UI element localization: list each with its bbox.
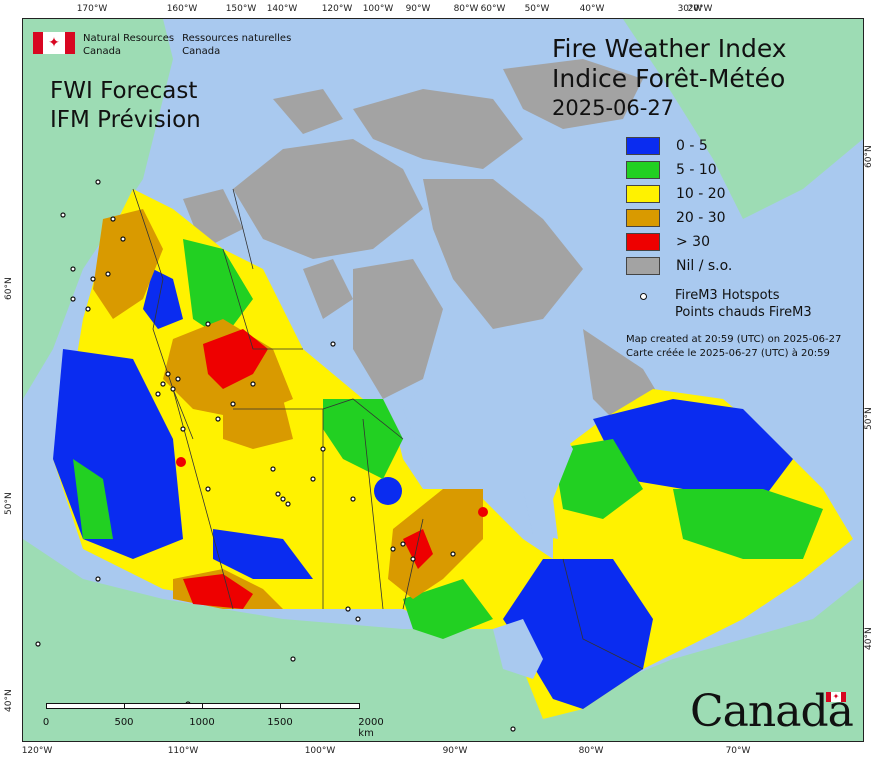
graticule-label: 120°W [21,746,53,756]
legend-swatch [626,257,660,275]
legend-item: > 30 [626,230,732,254]
graticule-label: 110°W [167,746,199,756]
legend-label: 20 - 30 [676,210,726,226]
graticule-label: 120°W [321,4,353,14]
graticule-label: 30°W [677,4,703,14]
scale-segment [46,703,126,709]
hotspot-label-en: FireM3 Hotspots [675,288,780,303]
graticule-label: 90°W [442,746,468,756]
legend-label: Nil / s.o. [676,258,733,274]
graticule-label: 60°N [4,277,14,300]
scale-label: 1000 [189,717,215,728]
legend-item: Nil / s.o. [626,254,732,278]
legend-swatch [626,209,660,227]
scale-label: 0 [42,717,50,728]
scale-label: 1500 [267,717,293,728]
graticule-label: 80°W [453,4,479,14]
creation-note: Map created at 20:59 (UTC) on 2025-06-27… [626,333,841,361]
fwi-zones [53,209,823,709]
legend-swatch [626,185,660,203]
alaska-land [23,19,173,399]
legend-item: 10 - 20 [626,182,732,206]
legend-label: 5 - 10 [676,162,717,178]
agency-en-line1: Natural Resources [83,33,175,44]
hotspot-marker-icon [640,293,647,300]
hotspots [35,179,516,732]
map-date: 2025-06-27 [552,96,675,120]
legend-swatch [626,161,660,179]
title-en: Fire Weather Index [552,34,787,63]
legend-item: 5 - 10 [626,158,732,182]
graticule-label: 50°N [4,492,14,515]
graticule-label: 60°N [864,145,874,168]
legend-label: 0 - 5 [676,138,708,154]
graticule-label: 40°N [864,627,874,650]
graticule-label: 50°N [864,407,874,430]
canada-flag-icon: ✦ [33,32,75,54]
title-fr: Indice Forêt-Météo [552,64,786,93]
us-land [23,539,863,741]
graticule-label: 170°W [76,4,108,14]
scale-label: 500 [114,717,134,728]
graticule-label: 100°W [362,4,394,14]
graticule-label: 50°W [524,4,550,14]
legend-item: 0 - 5 [626,134,732,158]
scale-segment [202,703,282,709]
graticule-label: 150°W [225,4,257,14]
legend-label: 10 - 20 [676,186,726,202]
graticule-label: 80°W [578,746,604,756]
scale-segment [124,703,204,709]
graticule-label: 70°W [725,746,751,756]
agency-fr-line2: Canada [182,46,221,57]
map-canvas [23,19,863,741]
scale-segment [280,703,360,709]
legend-swatch [626,233,660,251]
greenland-land [623,19,863,219]
graticule-label: 140°W [266,4,298,14]
legend: 0 - 5 5 - 10 10 - 20 20 - 30 > 30 Nil / s.o. [626,134,732,278]
graticule-label: 20°W [687,4,713,14]
legend-label: > 30 [676,234,710,250]
scale-label: 2000 km [358,717,384,739]
map-title: Fire Weather Index Indice Forêt-Météo [552,34,787,94]
hudson-bay [403,349,573,499]
graticule-label: 40°W [579,4,605,14]
graticule-label: 160°W [166,4,198,14]
wordmark-flag-icon: ✦ [826,692,846,702]
boundaries [132,188,644,670]
hotspot-label-fr: Points chauds FireM3 [675,305,812,320]
agency-fr-line1: Ressources naturelles [182,33,292,44]
james-bay [523,489,558,539]
legend-item: 20 - 30 [626,206,732,230]
agency-en-line2: Canada [83,46,122,57]
graticule-label: 40°N [4,689,14,712]
forecast-label-en: FWI Forecast [50,78,198,104]
graticule-label: 90°W [405,4,431,14]
graticule-label: 100°W [304,746,336,756]
nrcan-signature: ✦ Natural Resources Canada Ressources na… [33,32,291,58]
fwi-map [22,18,864,742]
forecast-label: FWI Forecast IFM Prévision [50,77,201,135]
created-en: Map created at 20:59 (UTC) on 2025-06-27 [626,334,842,345]
great-lakes [493,619,543,679]
legend-swatch [626,137,660,155]
created-fr: Carte créée le 2025-06-27 (UTC) à 20:59 [626,348,830,359]
hotspot-legend: FireM3 Hotspots Points chauds FireM3 [640,287,812,321]
arctic-islands [183,59,673,429]
forecast-label-fr: IFM Prévision [50,107,201,133]
graticule-label: 60°W [480,4,506,14]
